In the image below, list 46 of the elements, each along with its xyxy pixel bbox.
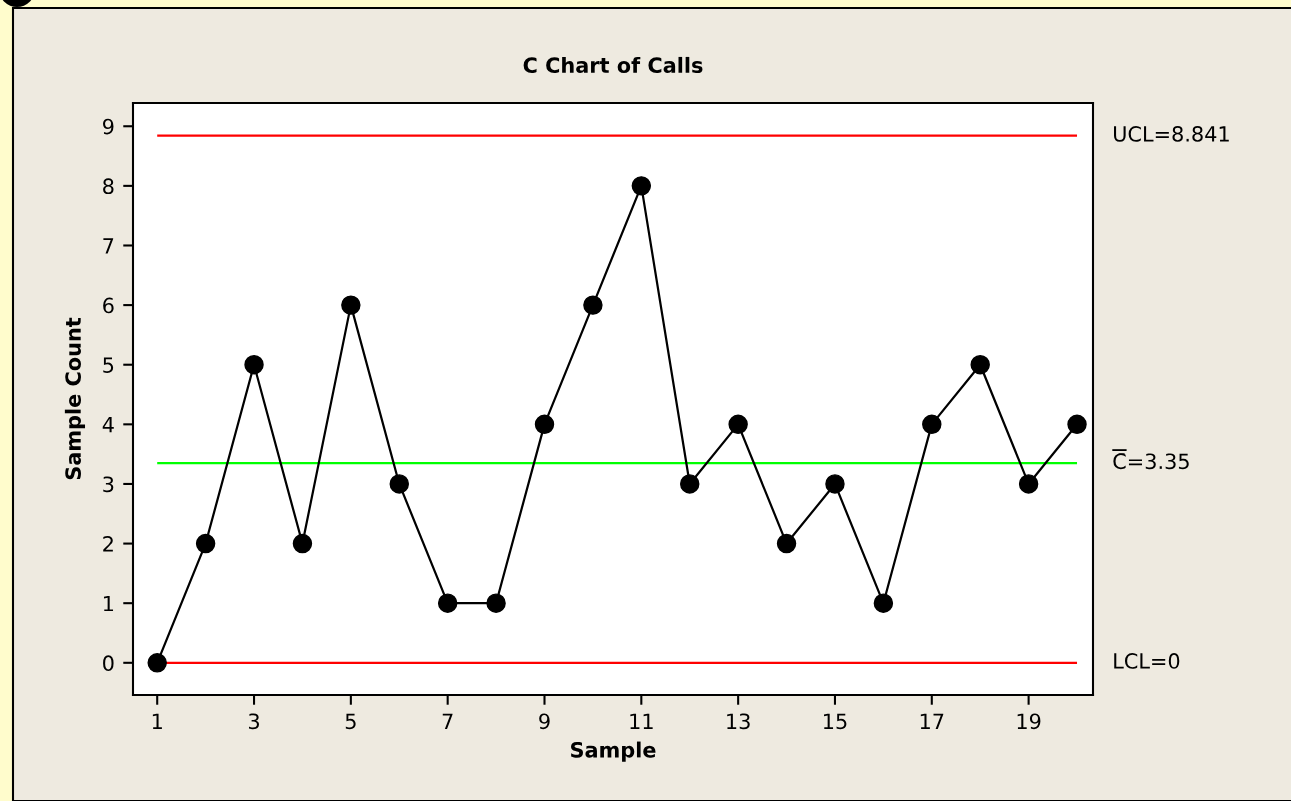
point [776,533,797,554]
y-tick-label: 0 [103,655,114,672]
y-axis-title: Sample Count [64,317,86,480]
y-tick-label: 9 [103,118,114,135]
y-tick-label: 4 [102,417,114,433]
y-tick-label: 7 [103,238,114,254]
ref-line-label: UCL=8.841 [1114,126,1229,142]
point [631,176,652,196]
point [1067,414,1087,435]
point [292,533,313,554]
chart-title: C Chart of Calls [523,56,703,74]
point [922,414,942,435]
point [970,354,990,375]
y-tick-label: 8 [103,178,114,195]
x-tick-label: 13 [727,713,750,730]
y-tick-label: 2 [103,536,113,552]
ref-line-label: LCL=0 [1114,653,1180,669]
x-tick-label: 3 [248,713,259,730]
y-tick-label: 6 [103,297,114,314]
x-tick-label: 17 [920,713,944,729]
x-tick-label: 11 [630,713,653,729]
x-axis-title: Sample [571,741,656,762]
x-tick-label: 19 [1017,713,1041,730]
point [389,474,409,494]
ref-line-label: C̄=3.35 [1113,453,1189,470]
point [583,295,603,315]
point [195,533,216,554]
point [1018,474,1039,494]
y-tick-label: 5 [103,357,114,373]
point [341,295,361,315]
y-tick-label: 1 [103,595,114,612]
point [825,474,845,494]
point [486,593,506,613]
x-tick-label: 5 [345,713,356,730]
point [873,593,894,613]
x-tick-label: 1 [152,713,162,729]
point [147,653,167,673]
x-tick-label: 9 [539,713,550,730]
point [244,354,264,375]
point [728,414,748,435]
y-tick-label: 3 [103,476,114,493]
point [680,474,700,494]
point [437,593,458,613]
x-tick-label: 15 [824,713,847,730]
x-tick-label: 7 [442,713,453,729]
point [534,414,555,435]
